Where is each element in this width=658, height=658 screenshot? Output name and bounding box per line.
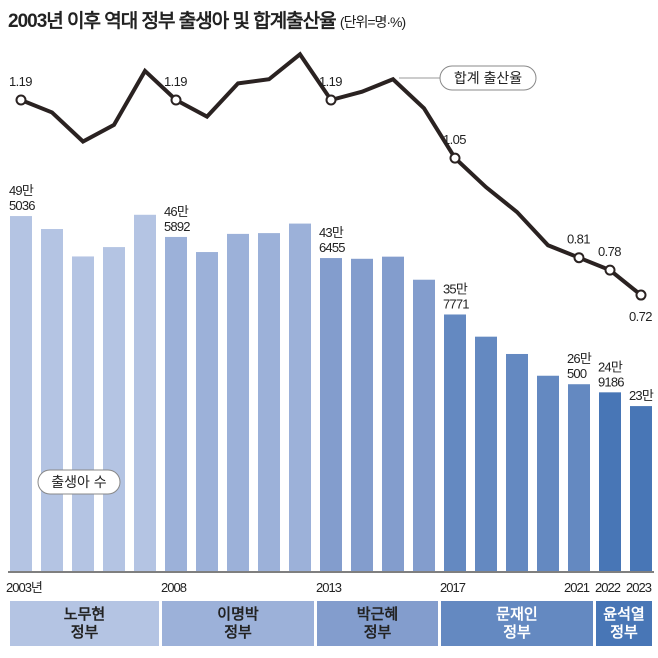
bar-2012 bbox=[289, 223, 311, 572]
bar-2021 bbox=[568, 384, 590, 571]
government-name: 문재인 bbox=[496, 605, 537, 623]
bar-2013 bbox=[320, 258, 342, 571]
fertility-marker-2013 bbox=[325, 94, 337, 106]
government-name: 윤석열 bbox=[603, 605, 644, 623]
bar-label-2013-1: 6455 bbox=[319, 240, 345, 255]
bar-2010 bbox=[227, 233, 249, 571]
bar-2019 bbox=[506, 353, 528, 571]
fertility-label-2017: 1.05 bbox=[443, 132, 466, 147]
government-box-bg bbox=[596, 601, 652, 646]
fertility-marker-2008 bbox=[170, 94, 182, 106]
bar-2003 bbox=[10, 216, 32, 571]
bar-label-2021-0: 26만 bbox=[567, 351, 592, 366]
bar-2009 bbox=[196, 252, 218, 571]
bar-legend-box bbox=[37, 469, 121, 495]
bar-2005 bbox=[72, 256, 94, 571]
fertility-marker-2023 bbox=[635, 289, 647, 301]
bar-label-2008-0: 46만 bbox=[164, 204, 189, 219]
bar-2020 bbox=[537, 375, 559, 571]
bar-2017 bbox=[444, 314, 466, 571]
government-name: 정부 bbox=[71, 623, 99, 641]
x-tick-2013: 2013 bbox=[316, 580, 342, 595]
line-legend-box bbox=[439, 65, 537, 91]
x-tick-2022: 2022 bbox=[595, 580, 621, 595]
government-box-bg bbox=[10, 601, 159, 646]
bar-2015 bbox=[382, 256, 404, 571]
bar-2004 bbox=[41, 229, 63, 571]
bar-2016 bbox=[413, 279, 435, 571]
bar-label-2003-1: 5036 bbox=[9, 198, 35, 213]
x-tick-2017: 2017 bbox=[440, 580, 466, 595]
bar-2011 bbox=[258, 233, 280, 571]
bar-label-2023-0: 23만 bbox=[629, 388, 654, 403]
bar-legend-label: 출생아 수 bbox=[51, 474, 107, 490]
x-tick-2008: 2008 bbox=[161, 580, 187, 595]
fertility-label-2022: 0.78 bbox=[598, 244, 621, 259]
bar-label-2022-0: 24만 bbox=[598, 359, 623, 374]
fertility-marker-2021 bbox=[573, 252, 585, 264]
fertility-marker-2017 bbox=[449, 152, 461, 164]
fertility-label-2008: 1.19 bbox=[164, 74, 187, 89]
unit-label: (단위=명·%) bbox=[339, 14, 406, 30]
fertility-marker-2003 bbox=[15, 94, 27, 106]
government-name: 정부 bbox=[224, 623, 252, 641]
bar-2018 bbox=[475, 336, 497, 571]
bar-2014 bbox=[351, 258, 373, 571]
fertility-label-2003: 1.19 bbox=[9, 74, 32, 89]
x-tick-2003: 2003년 bbox=[6, 580, 42, 595]
bar-label-2008-1: 5892 bbox=[164, 219, 190, 234]
bar-label-2003-0: 49만 bbox=[9, 183, 34, 198]
government-name: 정부 bbox=[610, 623, 638, 641]
bar-2008 bbox=[165, 236, 187, 571]
bar-label-2017-0: 35만 bbox=[443, 281, 468, 296]
government-name: 노무현 bbox=[64, 606, 105, 623]
government-name: 정부 bbox=[503, 623, 531, 641]
bar-2006 bbox=[103, 247, 125, 571]
bar-label-2017-1: 7771 bbox=[443, 296, 469, 311]
government-box-bg bbox=[317, 601, 438, 646]
government-box-bg bbox=[162, 601, 314, 646]
fertility-marker-2022 bbox=[604, 264, 616, 276]
bar-label-2013-0: 43만 bbox=[319, 225, 344, 240]
fertility-label-2013: 1.19 bbox=[319, 74, 342, 89]
government-name: 이명박 bbox=[217, 605, 259, 623]
fertility-label-2021: 0.81 bbox=[567, 232, 590, 247]
government-box-bg bbox=[441, 601, 593, 646]
bar-2022 bbox=[599, 392, 621, 571]
fertility-label-2023: 0.72 bbox=[629, 309, 652, 324]
bar-2023 bbox=[630, 406, 652, 571]
x-tick-2023: 2023 bbox=[626, 580, 652, 595]
x-tick-2021: 2021 bbox=[564, 580, 590, 595]
government-name: 정부 bbox=[364, 623, 392, 641]
title-text: 2003년 이후 역대 정부 출생아 및 합계출산율 bbox=[8, 11, 337, 32]
government-name: 박근혜 bbox=[357, 606, 398, 623]
line-legend-label: 합계 출산율 bbox=[454, 70, 522, 86]
chart-title: 2003년 이후 역대 정부 출생아 및 합계출산율 (단위=명·%) bbox=[8, 6, 406, 33]
bar-2007 bbox=[134, 214, 156, 571]
bar-label-2022-1: 9186 bbox=[598, 374, 624, 389]
bar-label-2021-1: 500 bbox=[567, 366, 587, 381]
